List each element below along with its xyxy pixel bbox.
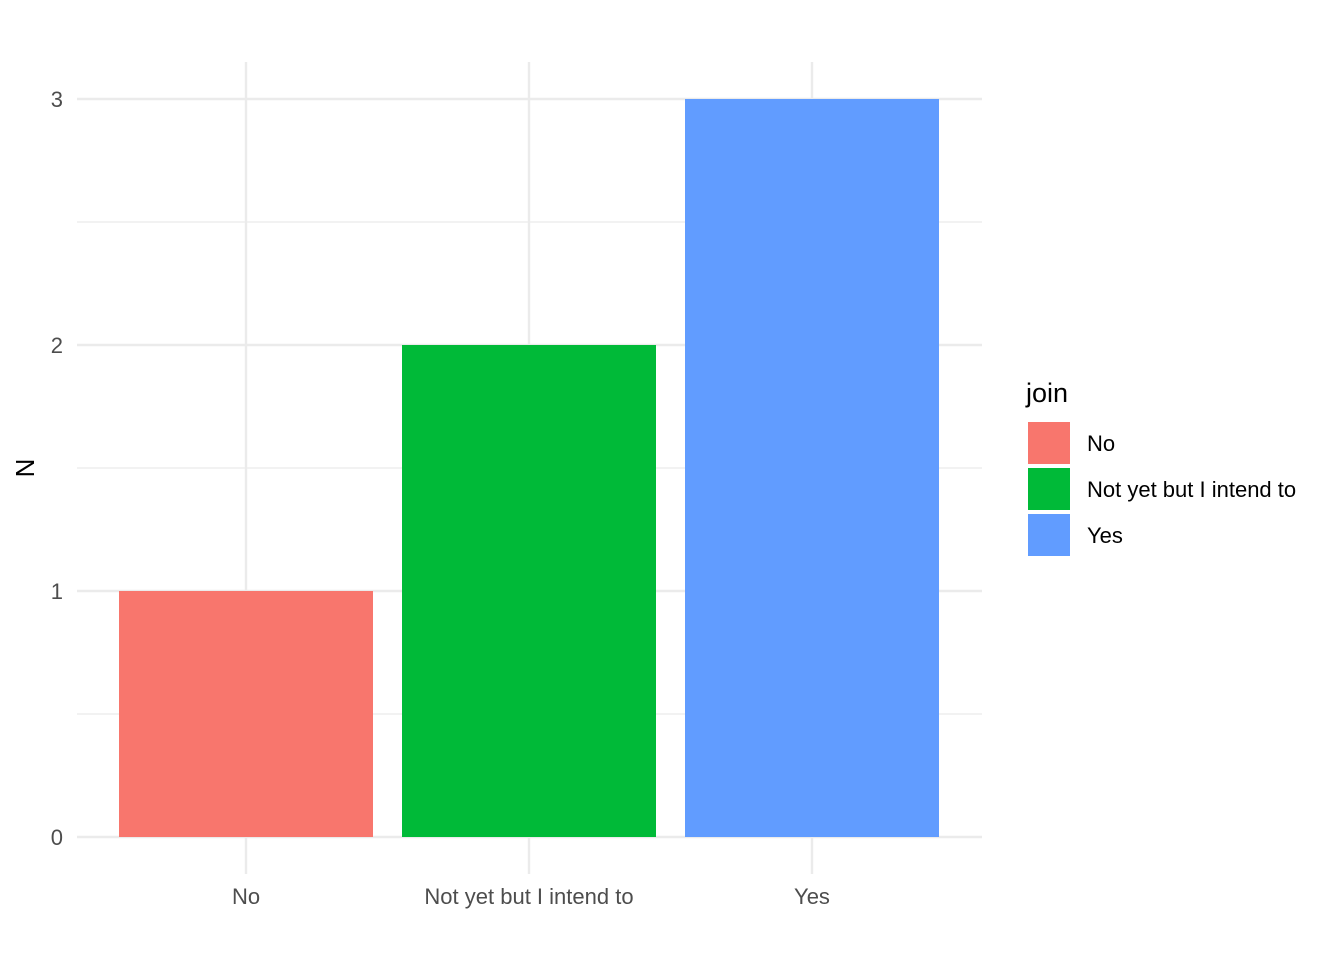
x-tick-label: Not yet but I intend to xyxy=(424,884,633,909)
x-tick-label: Yes xyxy=(794,884,830,909)
legend-label: No xyxy=(1087,431,1115,456)
bar-no xyxy=(119,591,373,837)
legend-title: join xyxy=(1025,378,1068,408)
legend-items: No Not yet but I intend to Yes xyxy=(1028,422,1296,556)
y-tick-label: 0 xyxy=(51,825,63,850)
legend-label: Not yet but I intend to xyxy=(1087,477,1296,502)
legend-swatch xyxy=(1028,468,1070,510)
bar-yes xyxy=(685,99,939,837)
y-tick-label: 2 xyxy=(51,333,63,358)
y-tick-label: 3 xyxy=(51,87,63,112)
bar-not-yet-but-i-intend-to xyxy=(402,345,656,837)
legend-swatch xyxy=(1028,422,1070,464)
y-axis-title: N xyxy=(10,459,40,478)
legend-swatch xyxy=(1028,514,1070,556)
y-axis-ticks: 0 1 2 3 xyxy=(51,87,63,850)
x-tick-label: No xyxy=(232,884,260,909)
bars xyxy=(119,99,939,837)
x-axis-ticks: No Not yet but I intend to Yes xyxy=(232,884,830,909)
y-tick-label: 1 xyxy=(51,579,63,604)
legend-label: Yes xyxy=(1087,523,1123,548)
legend: join No Not yet but I intend to Yes xyxy=(1025,378,1296,556)
